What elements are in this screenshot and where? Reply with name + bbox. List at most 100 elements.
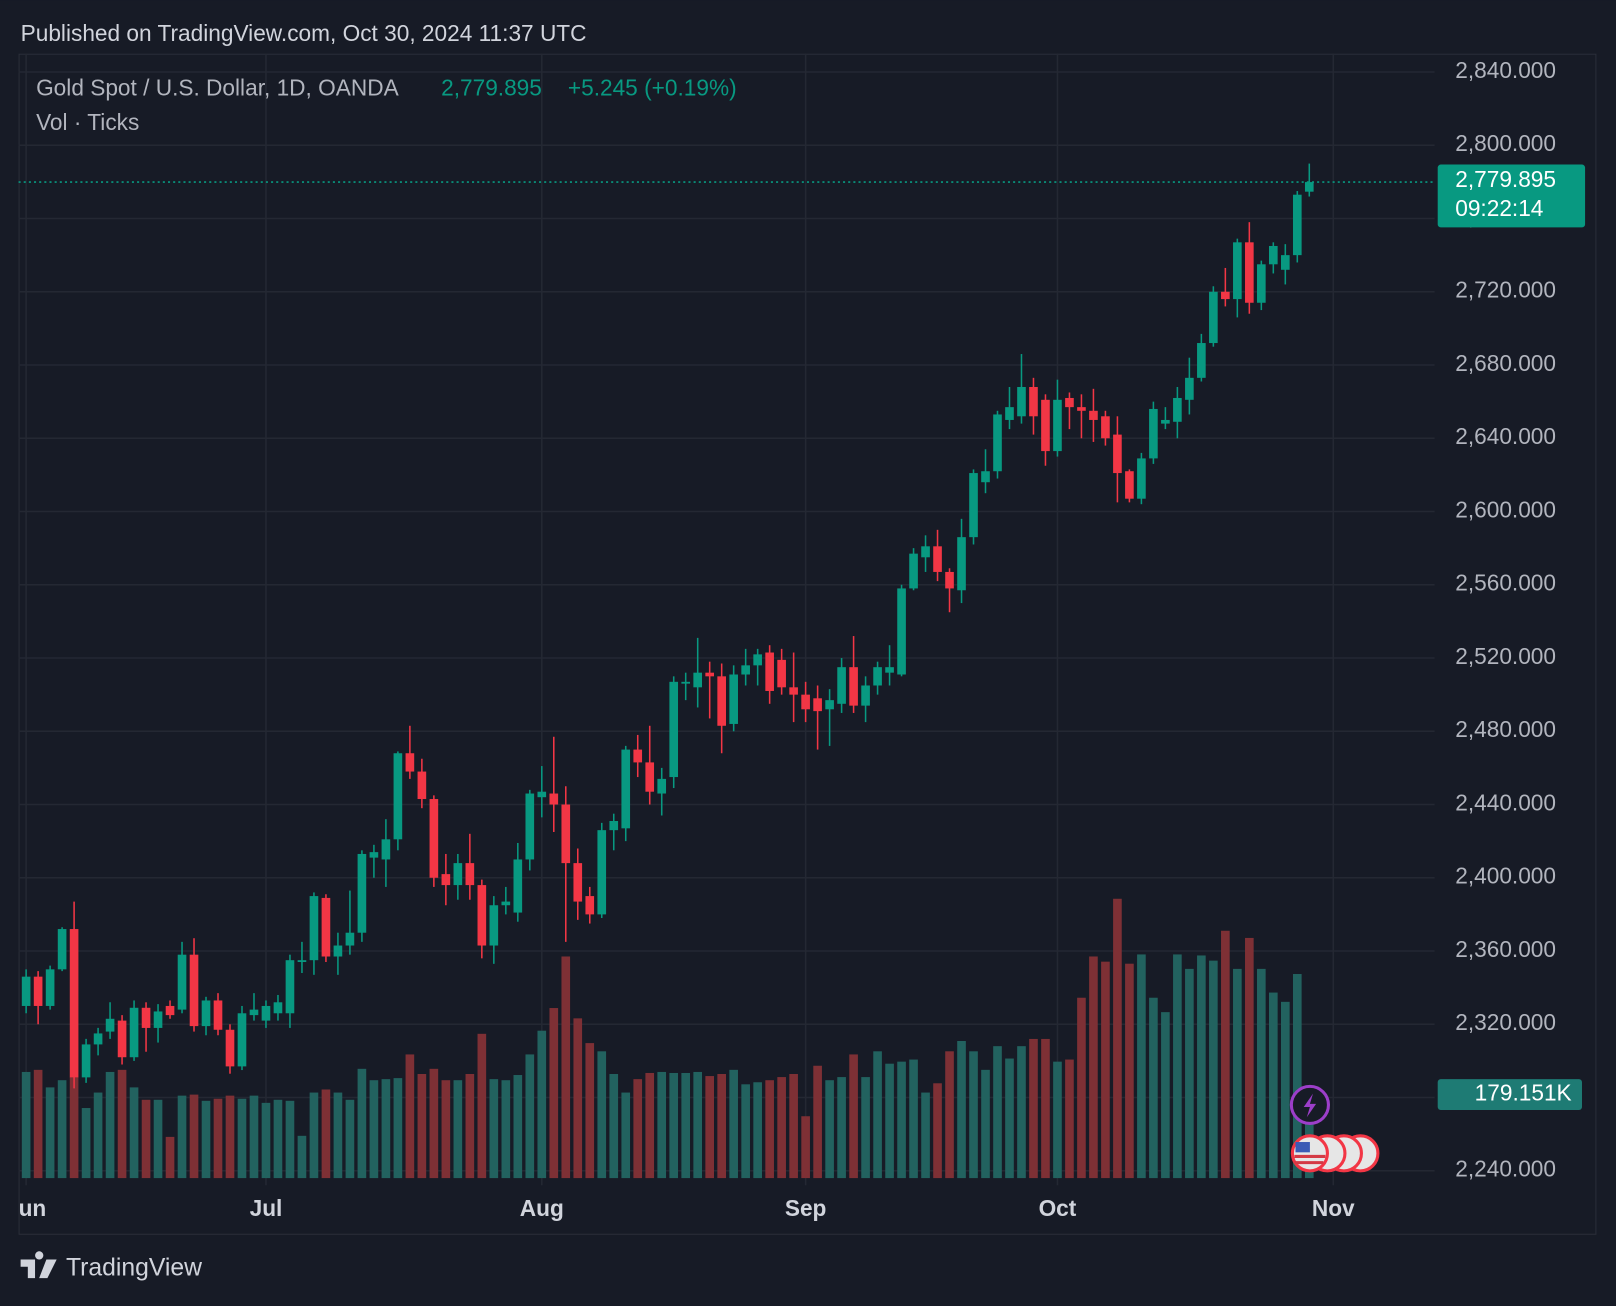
- candle-body: [729, 674, 738, 724]
- volume-bar: [453, 1080, 463, 1179]
- candle-body: [633, 749, 643, 763]
- volume-bar: [393, 1078, 403, 1179]
- candle-body: [1280, 255, 1290, 270]
- candle-body: [165, 1005, 175, 1016]
- candle-body: [1257, 264, 1266, 303]
- candle-body: [1137, 458, 1146, 499]
- candle-body: [525, 793, 535, 860]
- volume-bar: [1233, 968, 1242, 1179]
- volume-bar: [45, 1087, 55, 1179]
- candle-body: [105, 1018, 115, 1032]
- y-tick-label: 2,360.000: [1455, 936, 1556, 962]
- candle-body: [1005, 407, 1014, 420]
- candle-body: [1029, 386, 1038, 417]
- candle-body: [225, 1029, 235, 1067]
- candle-body: [1233, 242, 1242, 300]
- candle-body: [381, 839, 391, 860]
- y-tick-label: 2,560.000: [1455, 570, 1556, 596]
- volume-bar: [1089, 956, 1098, 1179]
- volume-bar: [249, 1095, 259, 1179]
- volume-bar: [861, 1077, 870, 1179]
- volume-bar: [1173, 954, 1182, 1179]
- x-tick-label: Jul: [250, 1195, 283, 1221]
- volume-bar: [69, 1077, 79, 1179]
- candle-body: [825, 700, 834, 710]
- volume-bar: [309, 1092, 319, 1179]
- y-tick-label: 2,720.000: [1455, 277, 1556, 303]
- volume-bar: [21, 1071, 31, 1179]
- volume-bar: [1125, 963, 1134, 1179]
- candle-body: [993, 414, 1002, 472]
- volume-bar: [741, 1084, 750, 1179]
- candle-body: [501, 901, 511, 906]
- candle-body: [369, 852, 379, 858]
- volume-bar: [729, 1069, 738, 1179]
- candle-body: [345, 932, 355, 946]
- candle-body: [1173, 397, 1182, 422]
- candle-body: [141, 1007, 151, 1028]
- volume-bar: [837, 1077, 846, 1179]
- volume-bar: [57, 1080, 67, 1179]
- volume-bar: [477, 1033, 487, 1179]
- volume-bar: [885, 1063, 894, 1179]
- candle-body: [849, 667, 858, 706]
- candle-body: [561, 804, 571, 864]
- candle-body: [321, 897, 331, 957]
- volume-bar: [489, 1079, 499, 1179]
- volume-bar: [825, 1080, 834, 1179]
- candle-body: [21, 976, 31, 1006]
- candle-body: [201, 1000, 211, 1027]
- volume-bar: [1005, 1058, 1014, 1179]
- candle-body: [705, 672, 715, 677]
- volume-bar: [621, 1092, 631, 1179]
- flag-icon: [1290, 1134, 1329, 1173]
- volume-bar: [201, 1100, 211, 1179]
- candle-body: [1113, 434, 1122, 474]
- x-axis: Jun Jul Aug Sep Oct Nov: [19, 1195, 1356, 1221]
- volume-bar: [1257, 968, 1266, 1179]
- volume-bar: [333, 1092, 343, 1179]
- volume-bar: [1029, 1038, 1038, 1179]
- candle-body: [861, 685, 870, 706]
- volume-bar: [177, 1095, 187, 1179]
- candle-body: [1197, 343, 1206, 378]
- volume-bar: [633, 1079, 643, 1179]
- candle-body: [957, 537, 966, 591]
- volume-bar: [237, 1098, 247, 1179]
- volume-bar: [645, 1072, 655, 1179]
- volume-bar: [213, 1098, 223, 1179]
- volume-title: Vol · Ticks: [36, 109, 139, 135]
- event-icons: [1289, 1084, 1380, 1173]
- volume-bar: [789, 1074, 798, 1179]
- candle-body: [753, 654, 762, 666]
- candle-body: [405, 753, 415, 772]
- candle-body: [1041, 399, 1050, 452]
- candle-body: [1304, 182, 1314, 192]
- published: Published on TradingView.com, Oct 30, 20…: [21, 20, 587, 46]
- volume-bar: [345, 1099, 355, 1179]
- candle-body: [285, 960, 295, 1014]
- volume-bar: [105, 1071, 115, 1179]
- volume-bar: [813, 1065, 822, 1179]
- volume-bar: [321, 1089, 331, 1179]
- candle-layer: [21, 163, 1314, 1089]
- candle-body: [873, 667, 882, 686]
- volume-bar: [285, 1100, 295, 1179]
- y-tick-label: 2,320.000: [1455, 1009, 1556, 1035]
- y-tick-label: 2,520.000: [1455, 643, 1556, 669]
- volume-bar: [1017, 1046, 1026, 1179]
- volume-bar: [717, 1074, 726, 1179]
- x-tick-label: Nov: [1312, 1195, 1355, 1221]
- volume-bar: [945, 1051, 954, 1179]
- volume-bar: [405, 1054, 415, 1179]
- candle-body: [1245, 242, 1254, 303]
- x-tick-label: Sep: [785, 1195, 827, 1221]
- candle-body: [789, 687, 798, 695]
- candle-body: [57, 929, 67, 970]
- candle-body: [357, 853, 367, 933]
- candle-body: [1125, 471, 1134, 499]
- volume-label-box: [1437, 1079, 1582, 1111]
- symbol-title: Gold Spot / U.S. Dollar, 1D, OANDA: [36, 75, 400, 101]
- volume-bar: [693, 1071, 703, 1179]
